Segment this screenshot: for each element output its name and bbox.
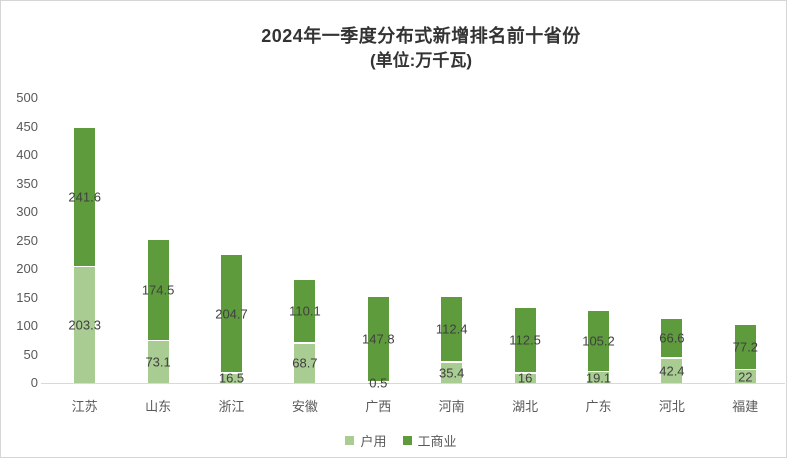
x-axis-category-label: 山东	[145, 396, 171, 415]
data-label-industrial: 241.6	[68, 189, 101, 204]
data-label-industrial: 77.2	[733, 339, 758, 354]
data-label-industrial: 66.6	[659, 331, 684, 346]
legend-swatch-icon	[403, 436, 412, 445]
data-label-household: 35.4	[439, 365, 464, 380]
data-label-industrial: 147.8	[362, 332, 395, 347]
x-axis-category-label: 广东	[585, 396, 611, 415]
y-axis-tick-label: 150	[4, 291, 38, 305]
data-label-industrial: 204.7	[215, 306, 248, 321]
y-axis-tick-label: 300	[4, 205, 38, 219]
data-label-household: 0.5	[369, 375, 387, 390]
legend-label: 户用	[360, 431, 386, 450]
data-label-household: 16.5	[219, 371, 244, 386]
legend: 户用 工商业	[1, 431, 800, 450]
data-label-household: 16	[518, 371, 532, 386]
y-axis-tick-label: 350	[4, 177, 38, 191]
data-label-industrial: 112.4	[436, 322, 468, 337]
x-axis-category-label: 浙江	[218, 396, 244, 415]
legend-label: 工商业	[418, 431, 457, 450]
x-axis-line	[41, 383, 785, 384]
data-label-household: 203.3	[68, 318, 101, 333]
data-label-industrial: 112.5	[509, 333, 541, 348]
x-axis-category-label: 江苏	[72, 396, 98, 415]
x-axis-category-label: 湖北	[512, 396, 538, 415]
x-axis-category-label: 福建	[732, 396, 758, 415]
y-axis-tick-label: 250	[4, 234, 38, 248]
data-label-household: 19.1	[586, 370, 611, 385]
data-label-household: 73.1	[145, 355, 170, 370]
data-label-household: 68.7	[292, 356, 317, 371]
y-axis-tick-label: 50	[4, 348, 38, 362]
y-axis-tick-label: 100	[4, 319, 38, 333]
x-axis-category-label: 安徽	[292, 396, 318, 415]
x-axis-category-label: 河北	[659, 396, 685, 415]
data-label-household: 42.4	[659, 363, 684, 378]
x-axis-category-label: 广西	[365, 396, 391, 415]
y-axis-tick-label: 500	[4, 91, 38, 105]
legend-item: 工商业	[403, 431, 457, 450]
data-label-household: 22	[738, 369, 752, 384]
legend-swatch-icon	[345, 436, 354, 445]
data-label-industrial: 105.2	[582, 333, 615, 348]
x-axis-category-label: 河南	[439, 396, 465, 415]
data-label-industrial: 110.1	[289, 303, 321, 318]
y-axis-tick-label: 400	[4, 148, 38, 162]
legend-item: 户用	[345, 431, 386, 450]
y-axis-tick-label: 0	[4, 376, 38, 390]
y-axis-tick-label: 200	[4, 262, 38, 276]
data-label-industrial: 174.5	[142, 283, 175, 298]
y-axis-tick-label: 450	[4, 120, 38, 134]
